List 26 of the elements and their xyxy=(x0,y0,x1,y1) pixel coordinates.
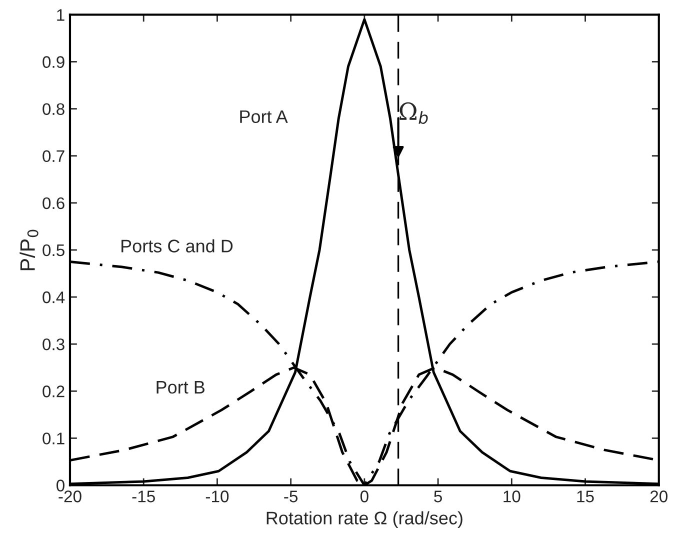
ref-line-label: Ω$_{b}$ xyxy=(400,102,428,124)
x-tick-label: 20 xyxy=(650,490,668,502)
y-tick-label: 0.1 xyxy=(42,432,64,444)
y-tick-label: 0.3 xyxy=(42,338,64,350)
y-tick-label: 0.9 xyxy=(42,56,64,68)
x-tick-label: -10 xyxy=(206,490,229,502)
x-tick-label: 0 xyxy=(360,490,368,502)
x-tick-label: -5 xyxy=(284,490,298,502)
y-tick-label: 0.4 xyxy=(42,291,65,304)
x-tick-label: -15 xyxy=(132,490,155,502)
y-tick-label: 0.6 xyxy=(42,197,64,210)
x-tick-label: -20 xyxy=(58,490,82,502)
y-tick-label: 0.7 xyxy=(42,150,64,162)
y-tick-label: 0.2 xyxy=(42,386,64,398)
y-tick-label: 0 xyxy=(56,480,64,492)
x-axis-title: Rotation rate Ω (rad/sec) xyxy=(266,511,462,528)
text: Port A xyxy=(240,110,288,124)
series-label: Ports C and D xyxy=(122,239,233,252)
y-tick-label: 0.8 xyxy=(42,103,64,116)
x-tick-label: 10 xyxy=(504,490,520,502)
x-tick-label: 15 xyxy=(577,490,594,502)
x-tick-label: 5 xyxy=(434,490,442,502)
y-tick-label: 1 xyxy=(57,9,64,21)
y-axis-title: P/P$_{0}$ xyxy=(20,230,38,270)
y-tick-label: 0.5 xyxy=(42,244,64,256)
series-label: Port B xyxy=(156,381,204,394)
